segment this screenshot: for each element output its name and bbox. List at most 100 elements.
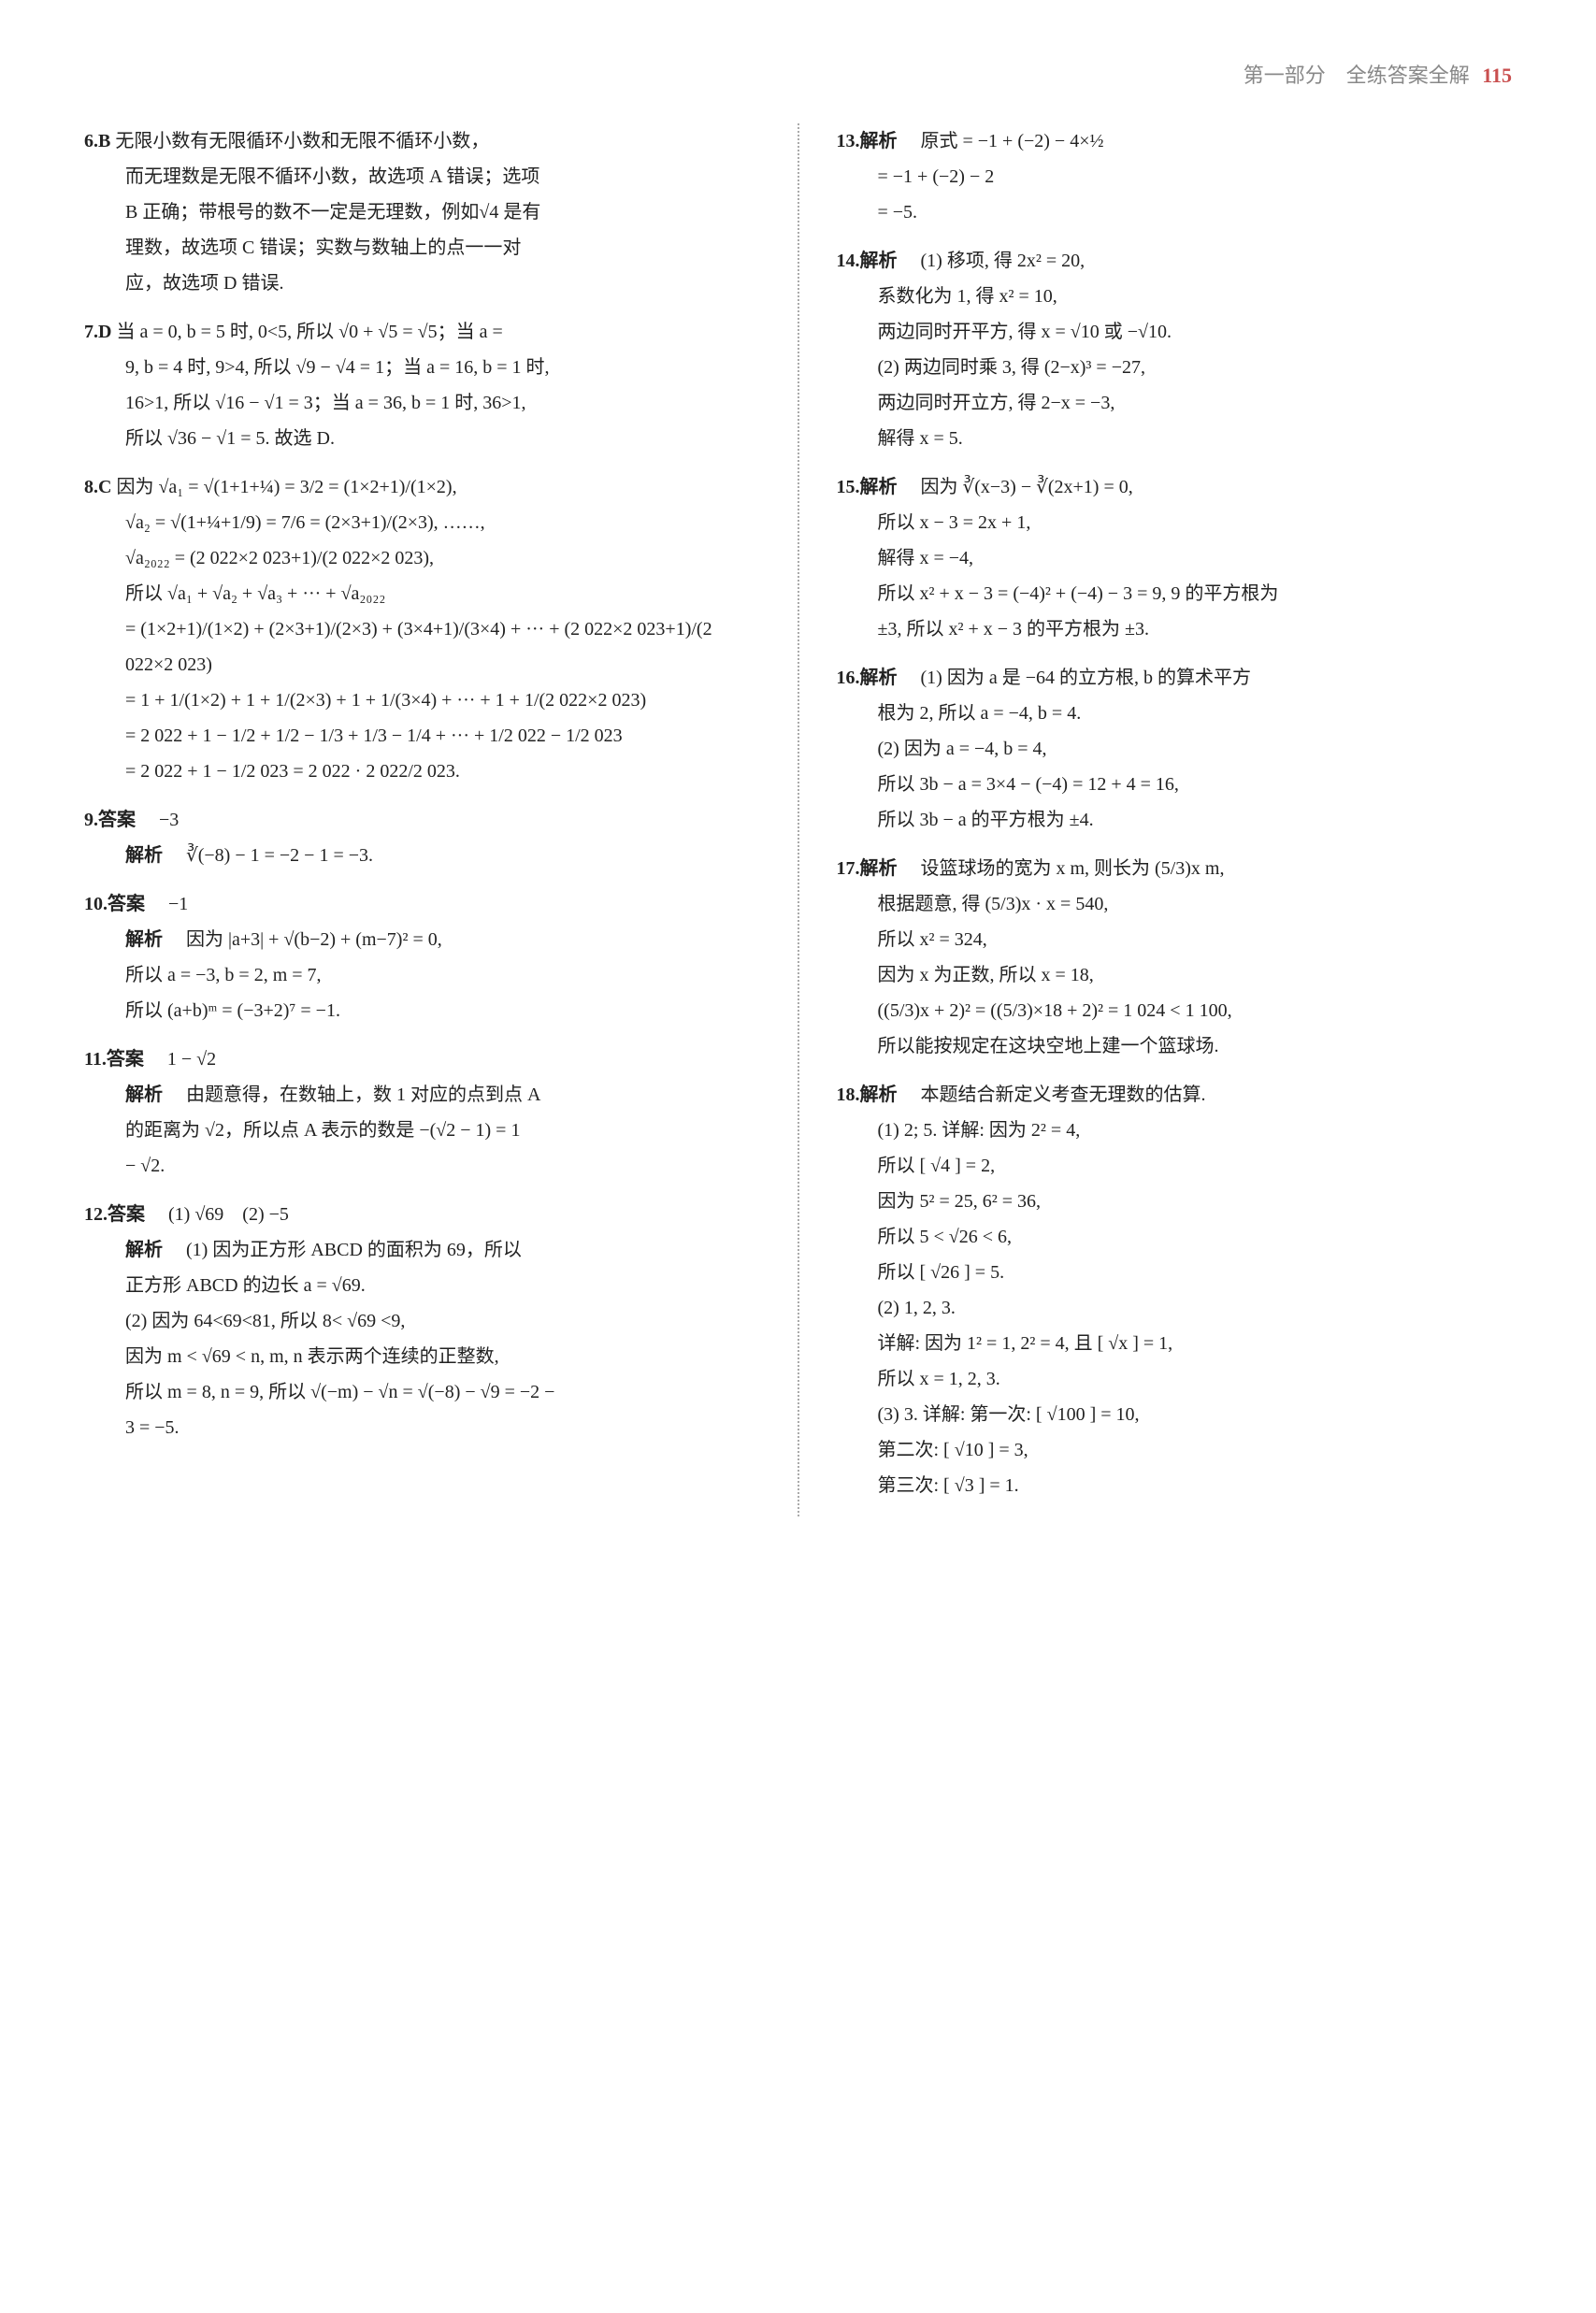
q6-l4: 理数，故选项 C 错误；实数与数轴上的点一一对 (84, 230, 760, 266)
q11-jxlabel: 解析 (125, 1085, 163, 1105)
content-columns: 6.B 无限小数有无限循环小数和无限不循环小数， 而无理数是无限不循环小数，故选… (84, 123, 1512, 1516)
q12-jx6: 3 = −5. (84, 1410, 760, 1445)
q18-num: 18.解析 (837, 1085, 898, 1105)
q7-l2: 9, b = 4 时, 9>4, 所以 √9 − √4 = 1；当 a = 16… (84, 350, 760, 385)
q12-jxlabel: 解析 (125, 1240, 163, 1260)
q15-l1: 因为 ∛(x−3) − ∛(2x+1) = 0, (921, 477, 1133, 497)
q18-l8: 详解: 因为 1² = 1, 2² = 4, 且 [ √x ] = 1, (837, 1326, 1513, 1361)
q16-l4: 所以 3b − a = 3×4 − (−4) = 12 + 4 = 16, (837, 767, 1513, 802)
q14-l1: (1) 移项, 得 2x² = 20, (921, 251, 1086, 271)
q6-l1: 无限小数有无限循环小数和无限不循环小数， (115, 131, 489, 151)
q6-num: 6.B (84, 131, 110, 151)
q8-num: 8.C (84, 477, 111, 497)
section-label: 第一部分 全练答案全解 (1244, 64, 1470, 87)
q18-l12: 第三次: [ √3 ] = 1. (837, 1468, 1513, 1503)
q6-l2: 而无理数是无限不循环小数，故选项 A 错误；选项 (84, 159, 760, 194)
q18-l3: 所以 [ √4 ] = 2, (837, 1148, 1513, 1184)
page-header: 第一部分 全练答案全解 115 (84, 56, 1512, 95)
q10: 10.答案 −1 解析 因为 |a+3| + √(b−2) + (m−7)² =… (84, 886, 760, 1028)
q15-l2: 所以 x − 3 = 2x + 1, (837, 505, 1513, 540)
q15-l5: ±3, 所以 x² + x − 3 的平方根为 ±3. (837, 611, 1513, 647)
q11-jx2: 的距离为 √2，所以点 A 表示的数是 −(√2 − 1) = 1 (84, 1113, 760, 1148)
q8-l4: 所以 √a₁ + √a₂ + √a₃ + ··· + √a₂₀₂₂ (84, 576, 760, 611)
q12-jx4: 因为 m < √69 < n, m, n 表示两个连续的正整数, (84, 1339, 760, 1374)
q17-l1: 设篮球场的宽为 x m, 则长为 (5/3)x m, (921, 858, 1225, 879)
q12-jx2: 正方形 ABCD 的边长 a = √69. (84, 1268, 760, 1303)
q7-l1: 当 a = 0, b = 5 时, 0<5, 所以 √0 + √5 = √5；当… (116, 322, 502, 342)
q17-l6: 所以能按规定在这块空地上建一个篮球场. (837, 1028, 1513, 1064)
q17-l4: 因为 x 为正数, 所以 x = 18, (837, 957, 1513, 993)
q12-jx5: 所以 m = 8, n = 9, 所以 √(−m) − √n = √(−8) −… (84, 1374, 760, 1410)
q7-l3: 16>1, 所以 √16 − √1 = 3；当 a = 36, b = 1 时,… (84, 385, 760, 421)
q11-jx3: − √2. (84, 1148, 760, 1184)
q17-l2: 根据题意, 得 (5/3)x · x = 540, (837, 886, 1513, 922)
q12-jx3: (2) 因为 64<69<81, 所以 8< √69 <9, (84, 1303, 760, 1339)
q14-l5: 两边同时开立方, 得 2−x = −3, (837, 385, 1513, 421)
q18-l10: (3) 3. 详解: 第一次: [ √100 ] = 10, (837, 1397, 1513, 1432)
q8-l3: √a₂₀₂₂ = (2 022×2 023+1)/(2 022×2 023), (84, 540, 760, 576)
q13-l3: = −5. (837, 194, 1513, 230)
q18-l5: 所以 5 < √26 < 6, (837, 1219, 1513, 1255)
q12: 12.答案 (1) √69 (2) −5 解析 (1) 因为正方形 ABCD 的… (84, 1197, 760, 1445)
q15-l4: 所以 x² + x − 3 = (−4)² + (−4) − 3 = 9, 9 … (837, 576, 1513, 611)
q6-l3: B 正确；带根号的数不一定是无理数，例如√4 是有 (84, 194, 760, 230)
q18-l4: 因为 5² = 25, 6² = 36, (837, 1184, 1513, 1219)
q9: 9.答案 −3 解析 ∛(−8) − 1 = −2 − 1 = −3. (84, 802, 760, 873)
q9-num: 9.答案 (84, 810, 136, 830)
q15: 15.解析 因为 ∛(x−3) − ∛(2x+1) = 0, 所以 x − 3 … (837, 469, 1513, 647)
q16-l2: 根为 2, 所以 a = −4, b = 4. (837, 696, 1513, 731)
q9-ans: −3 (159, 810, 179, 830)
page-number: 115 (1482, 64, 1512, 87)
q14-l4: (2) 两边同时乘 3, 得 (2−x)³ = −27, (837, 350, 1513, 385)
q16-l1: (1) 因为 a 是 −64 的立方根, b 的算术平方 (921, 668, 1251, 688)
q17-l3: 所以 x² = 324, (837, 922, 1513, 957)
q8-l7: = 2 022 + 1 − 1/2 + 1/2 − 1/3 + 1/3 − 1/… (84, 718, 760, 754)
q12-jx1: (1) 因为正方形 ABCD 的面积为 69，所以 (186, 1240, 522, 1260)
q14: 14.解析 (1) 移项, 得 2x² = 20, 系数化为 1, 得 x² =… (837, 243, 1513, 456)
q18-l6: 所以 [ √26 ] = 5. (837, 1255, 1513, 1290)
q10-jx2: 所以 a = −3, b = 2, m = 7, (84, 957, 760, 993)
q7-l4: 所以 √36 − √1 = 5. 故选 D. (84, 421, 760, 456)
q18-l11: 第二次: [ √10 ] = 3, (837, 1432, 1513, 1468)
q18-l2: (1) 2; 5. 详解: 因为 2² = 4, (837, 1113, 1513, 1148)
q10-num: 10.答案 (84, 894, 145, 914)
q7-num: 7.D (84, 322, 111, 342)
left-column: 6.B 无限小数有无限循环小数和无限不循环小数， 而无理数是无限不循环小数，故选… (84, 123, 760, 1516)
q14-l3: 两边同时开平方, 得 x = √10 或 −√10. (837, 314, 1513, 350)
q12-num: 12.答案 (84, 1204, 145, 1225)
q10-jxlabel: 解析 (125, 929, 163, 950)
q11: 11.答案 1 − √2 解析 由题意得，在数轴上，数 1 对应的点到点 A 的… (84, 1042, 760, 1184)
q13-num: 13.解析 (837, 131, 898, 151)
q11-num: 11.答案 (84, 1049, 144, 1070)
q10-jx3: 所以 (a+b)ᵐ = (−3+2)⁷ = −1. (84, 993, 760, 1028)
q8-l2: √a₂ = √(1+¼+1/9) = 7/6 = (2×3+1)/(2×3), … (84, 505, 760, 540)
q8-l8: = 2 022 + 1 − 1/2 023 = 2 022 · 2 022/2 … (84, 754, 760, 789)
q6: 6.B 无限小数有无限循环小数和无限不循环小数， 而无理数是无限不循环小数，故选… (84, 123, 760, 301)
q8-l1: 因为 √a₁ = √(1+1+¼) = 3/2 = (1×2+1)/(1×2), (116, 477, 456, 497)
q8: 8.C 因为 √a₁ = √(1+1+¼) = 3/2 = (1×2+1)/(1… (84, 469, 760, 789)
q17-l5: ((5/3)x + 2)² = ((5/3)×18 + 2)² = 1 024 … (837, 993, 1513, 1028)
q9-jxlabel: 解析 (125, 845, 163, 866)
q11-ans: 1 − √2 (167, 1049, 216, 1070)
q18-l7: (2) 1, 2, 3. (837, 1290, 1513, 1326)
q13: 13.解析 原式 = −1 + (−2) − 4×½ = −1 + (−2) −… (837, 123, 1513, 230)
q15-l3: 解得 x = −4, (837, 540, 1513, 576)
q16-l5: 所以 3b − a 的平方根为 ±4. (837, 802, 1513, 838)
q16-num: 16.解析 (837, 668, 898, 688)
q14-num: 14.解析 (837, 251, 898, 271)
q16-l3: (2) 因为 a = −4, b = 4, (837, 731, 1513, 767)
q18-l9: 所以 x = 1, 2, 3. (837, 1361, 1513, 1397)
q16: 16.解析 (1) 因为 a 是 −64 的立方根, b 的算术平方 根为 2,… (837, 660, 1513, 838)
q17: 17.解析 设篮球场的宽为 x m, 则长为 (5/3)x m, 根据题意, 得… (837, 851, 1513, 1064)
q6-l5: 应，故选项 D 错误. (84, 266, 760, 301)
right-column: 13.解析 原式 = −1 + (−2) − 4×½ = −1 + (−2) −… (837, 123, 1513, 1516)
q9-jx: ∛(−8) − 1 = −2 − 1 = −3. (186, 845, 373, 866)
q18-l1: 本题结合新定义考查无理数的估算. (921, 1085, 1206, 1105)
q12-ans: (1) √69 (2) −5 (168, 1204, 289, 1225)
q10-ans: −1 (168, 894, 188, 914)
q8-l6: = 1 + 1/(1×2) + 1 + 1/(2×3) + 1 + 1/(3×4… (84, 682, 760, 718)
q11-jx1: 由题意得，在数轴上，数 1 对应的点到点 A (186, 1085, 540, 1105)
q17-num: 17.解析 (837, 858, 898, 879)
q8-l5: = (1×2+1)/(1×2) + (2×3+1)/(2×3) + (3×4+1… (84, 611, 760, 682)
q14-l6: 解得 x = 5. (837, 421, 1513, 456)
